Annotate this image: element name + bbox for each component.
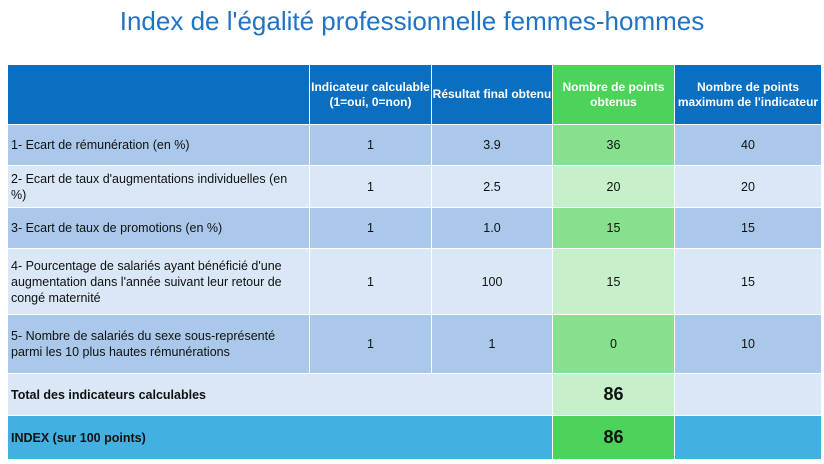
total-label: Total des indicateurs calculables — [8, 374, 553, 416]
row-calculable: 1 — [310, 249, 432, 315]
row-label: 5- Nombre de salariés du sexe sous-repré… — [8, 315, 310, 374]
row-calculable: 1 — [310, 166, 432, 208]
total-max-empty — [675, 374, 822, 416]
row-result: 1.0 — [432, 208, 553, 249]
row-calculable: 1 — [310, 315, 432, 374]
total-points: 86 — [553, 374, 675, 416]
table-row: 4- Pourcentage de salariés ayant bénéfic… — [8, 249, 822, 315]
row-label: 2- Ecart de taux d'augmentations individ… — [8, 166, 310, 208]
row-result: 3.9 — [432, 125, 553, 166]
table-row: 3- Ecart de taux de promotions (en %) 1 … — [8, 208, 822, 249]
table-row: 5- Nombre de salariés du sexe sous-repré… — [8, 315, 822, 374]
header-calculable: Indicateur calculable (1=oui, 0=non) — [310, 65, 432, 125]
header-indicator — [8, 65, 310, 125]
index-label: INDEX (sur 100 points) — [8, 416, 553, 460]
index-table: Indicateur calculable (1=oui, 0=non) Rés… — [8, 65, 822, 460]
header-result: Résultat final obtenu — [432, 65, 553, 125]
row-calculable: 1 — [310, 208, 432, 249]
total-row: Total des indicateurs calculables 86 — [8, 374, 822, 416]
row-result: 2.5 — [432, 166, 553, 208]
row-max: 15 — [675, 249, 822, 315]
row-max: 20 — [675, 166, 822, 208]
row-points: 36 — [553, 125, 675, 166]
row-max: 15 — [675, 208, 822, 249]
header-points: Nombre de points obtenus — [553, 65, 675, 125]
row-points: 20 — [553, 166, 675, 208]
row-max: 40 — [675, 125, 822, 166]
row-label: 1- Ecart de rémunération (en %) — [8, 125, 310, 166]
row-points: 15 — [553, 208, 675, 249]
row-calculable: 1 — [310, 125, 432, 166]
index-row: INDEX (sur 100 points) 86 — [8, 416, 822, 460]
row-label: 3- Ecart de taux de promotions (en %) — [8, 208, 310, 249]
row-label: 4- Pourcentage de salariés ayant bénéfic… — [8, 249, 310, 315]
table-row: 1- Ecart de rémunération (en %) 1 3.9 36… — [8, 125, 822, 166]
page-title: Index de l'égalité professionnelle femme… — [119, 6, 705, 36]
table-row: 2- Ecart de taux d'augmentations individ… — [8, 166, 822, 208]
row-max: 10 — [675, 315, 822, 374]
row-result: 1 — [432, 315, 553, 374]
row-points: 0 — [553, 315, 675, 374]
index-max-empty — [675, 416, 822, 460]
header-max-points: Nombre de points maximum de l'indicateur — [675, 65, 822, 125]
index-points: 86 — [553, 416, 675, 460]
row-result: 100 — [432, 249, 553, 315]
header-row: Indicateur calculable (1=oui, 0=non) Rés… — [8, 65, 822, 125]
row-points: 15 — [553, 249, 675, 315]
